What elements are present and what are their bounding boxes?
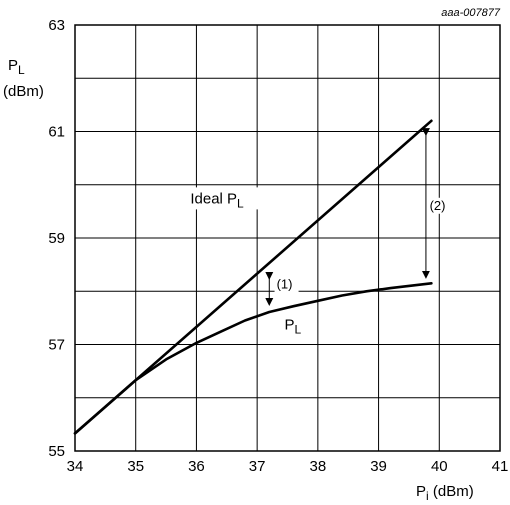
x-tick-label: 36 — [188, 458, 205, 475]
annotation-label-background — [427, 197, 452, 214]
x-axis-label-unit: (dBm) — [429, 483, 474, 500]
x-tick-label: 38 — [310, 458, 327, 475]
series-label-background — [281, 313, 312, 336]
y-axis-label-sub: L — [18, 63, 25, 77]
annotation-label-background — [274, 276, 299, 293]
figure-code: aaa-007877 — [441, 7, 501, 19]
x-axis-label-sub: i — [426, 489, 429, 503]
series-line-pl — [73, 281, 433, 435]
y-tick-label: 61 — [48, 124, 65, 141]
y-tick-label: 63 — [48, 17, 65, 34]
x-axis-label-main: P — [416, 483, 426, 500]
x-tick-label: 41 — [492, 458, 509, 475]
annotation-label: (1) — [277, 277, 293, 292]
x-tick-label: 34 — [67, 458, 84, 475]
y-axis-unit: (dBm) — [3, 83, 44, 100]
y-tick-label: 57 — [48, 337, 65, 354]
series-label-sub: L — [294, 323, 301, 337]
x-tick-label: 37 — [249, 458, 266, 475]
series-label-sub: L — [237, 196, 244, 210]
tick-labels: 34 35 36 37 38 39 40 41 55 57 59 61 63 — [48, 17, 508, 475]
y-tick-label: 59 — [48, 230, 65, 247]
plot-frame — [74, 24, 501, 452]
x-axis-label: Pi (dBm) — [416, 483, 474, 503]
grid — [74, 24, 501, 452]
y-axis-label: PL — [8, 57, 25, 77]
annotations: (1) (2) — [265, 128, 452, 307]
x-tick-label: 35 — [127, 458, 144, 475]
series-label-main: P — [284, 317, 294, 334]
x-tick-label: 39 — [370, 458, 387, 475]
x-tick-label: 40 — [431, 458, 448, 475]
annotation-label: (2) — [430, 198, 446, 213]
series-label-background — [187, 187, 268, 210]
series-label-ideal-pl: Ideal PL — [190, 190, 244, 210]
y-axis-label-main: P — [8, 57, 18, 74]
series-label-pl: PL — [284, 317, 301, 337]
y-tick-label: 55 — [48, 443, 65, 460]
series-label-main: Ideal P — [190, 190, 237, 207]
